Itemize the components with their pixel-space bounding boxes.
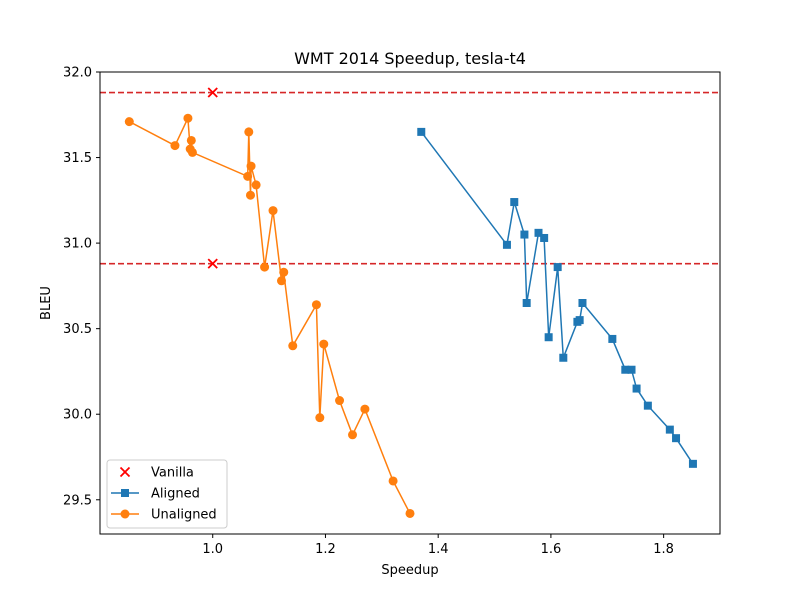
data-point xyxy=(245,190,255,200)
data-point xyxy=(288,341,298,351)
y-tick-label: 31.0 xyxy=(63,237,92,252)
data-point xyxy=(417,127,426,136)
data-point xyxy=(268,206,278,216)
data-point xyxy=(251,180,261,190)
data-point xyxy=(627,365,636,374)
y-tick-label: 30.5 xyxy=(63,322,92,337)
data-point xyxy=(632,384,641,393)
legend: Vanilla Aligned Unaligned xyxy=(106,459,228,529)
data-point xyxy=(540,233,549,242)
data-point xyxy=(187,147,197,157)
y-tick-label: 31.5 xyxy=(63,151,92,166)
y-tick-label: 30.0 xyxy=(63,408,92,423)
data-point xyxy=(522,299,531,307)
data-point xyxy=(186,135,196,145)
data-point xyxy=(335,396,345,406)
x-axis-label: Speedup xyxy=(381,563,438,578)
data-point xyxy=(183,113,193,123)
legend-label: Vanilla xyxy=(151,466,194,481)
data-point xyxy=(608,334,617,343)
data-point xyxy=(246,161,256,171)
data-point xyxy=(502,240,511,249)
x-tick-label: 1.2 xyxy=(315,542,336,557)
data-point xyxy=(520,230,529,239)
data-point xyxy=(665,425,674,434)
data-point xyxy=(207,258,218,269)
data-point xyxy=(688,459,697,468)
legend-box xyxy=(106,459,228,529)
data-point xyxy=(575,316,584,325)
x-axis: 1.0 1.2 1.4 1.6 1.8 xyxy=(202,534,674,557)
data-point xyxy=(643,401,652,410)
series-layer xyxy=(124,87,697,518)
data-point xyxy=(315,413,325,423)
legend-label: Unaligned xyxy=(151,508,217,523)
data-point xyxy=(534,228,543,237)
legend-marker xyxy=(121,489,129,497)
data-point xyxy=(405,508,415,518)
data-point xyxy=(207,87,218,98)
legend-item-unaligned: Unaligned xyxy=(111,508,217,523)
data-point xyxy=(510,198,519,207)
data-point xyxy=(311,300,321,310)
data-point xyxy=(260,262,270,272)
data-point xyxy=(319,339,329,349)
data-point xyxy=(672,434,681,443)
legend-marker xyxy=(120,509,130,519)
y-tick-label: 32.0 xyxy=(63,66,92,81)
data-point xyxy=(124,117,134,127)
reference-lines xyxy=(100,91,720,265)
series-aligned xyxy=(417,127,697,468)
y-tick-label: 29.5 xyxy=(63,493,92,508)
legend-item-vanilla: Vanilla xyxy=(119,466,194,481)
series-unaligned xyxy=(124,113,415,518)
data-point xyxy=(578,299,587,307)
data-point xyxy=(388,476,398,486)
data-point xyxy=(559,353,568,362)
legend-label: Aligned xyxy=(151,487,200,502)
data-point xyxy=(244,127,254,137)
data-point xyxy=(348,430,358,440)
x-tick-label: 1.6 xyxy=(541,542,562,557)
data-point xyxy=(170,141,180,151)
legend-marker xyxy=(119,466,131,478)
plot-area xyxy=(100,72,720,534)
data-point xyxy=(553,263,562,272)
x-tick-label: 1.4 xyxy=(428,542,449,557)
y-axis-label: BLEU xyxy=(39,286,54,320)
plot-frame xyxy=(99,71,721,535)
y-axis: 29.5 30.0 30.5 31.0 31.5 32.0 xyxy=(63,66,100,508)
data-point xyxy=(276,276,286,286)
x-tick-label: 1.8 xyxy=(653,542,674,557)
data-point xyxy=(360,404,370,414)
legend-item-aligned: Aligned xyxy=(111,487,200,502)
data-point xyxy=(243,171,253,181)
data-point xyxy=(621,365,630,374)
x-tick-label: 1.0 xyxy=(202,542,223,557)
chart-title: WMT 2014 Speedup, tesla-t4 xyxy=(294,49,526,68)
series-vanilla xyxy=(207,87,218,269)
data-point xyxy=(279,267,289,277)
data-point xyxy=(544,333,553,342)
